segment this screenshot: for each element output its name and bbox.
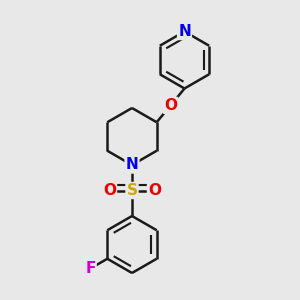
Text: N: N [178, 24, 191, 39]
Text: O: O [148, 183, 161, 198]
Text: O: O [164, 98, 177, 113]
Text: N: N [126, 158, 138, 172]
Text: F: F [85, 261, 96, 276]
Text: S: S [127, 183, 137, 198]
Text: O: O [103, 183, 116, 198]
